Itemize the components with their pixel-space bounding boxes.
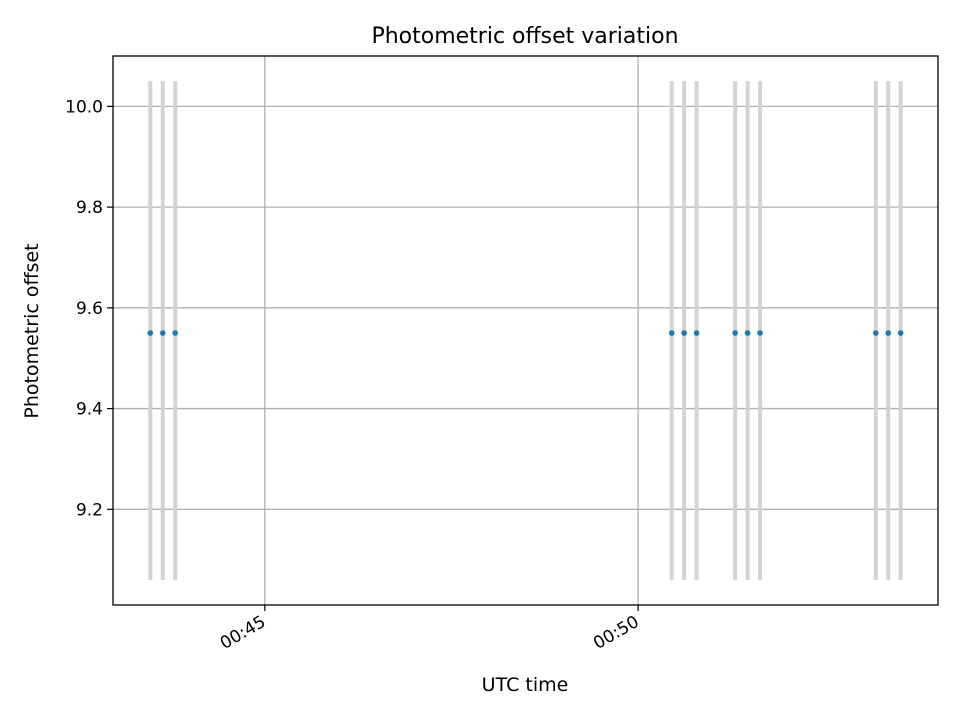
y-axis-label: Photometric offset: [21, 243, 43, 418]
data-point: [147, 330, 154, 336]
data-point: [159, 330, 166, 336]
chart-title: Photometric offset variation: [371, 24, 678, 49]
grid-lines: [113, 56, 938, 605]
data-point: [872, 330, 879, 336]
data-point: [681, 330, 687, 336]
y-tick-label: 9.4: [76, 400, 103, 420]
data-point: [732, 330, 738, 336]
data-point: [757, 330, 763, 336]
data-point: [172, 330, 179, 336]
y-tick-label: 9.6: [76, 299, 103, 319]
data-point: [897, 330, 904, 336]
data-point: [744, 330, 751, 336]
y-tick-label: 10.0: [65, 97, 103, 117]
y-tick-label: 9.2: [76, 500, 103, 520]
data-points: [147, 330, 904, 336]
y-tick-label: 9.8: [76, 198, 103, 218]
data-point: [693, 330, 700, 336]
x-axis-label: UTC time: [482, 674, 569, 696]
data-point: [668, 330, 675, 336]
plot-area-frame: [112, 55, 939, 606]
data-point: [885, 330, 892, 336]
